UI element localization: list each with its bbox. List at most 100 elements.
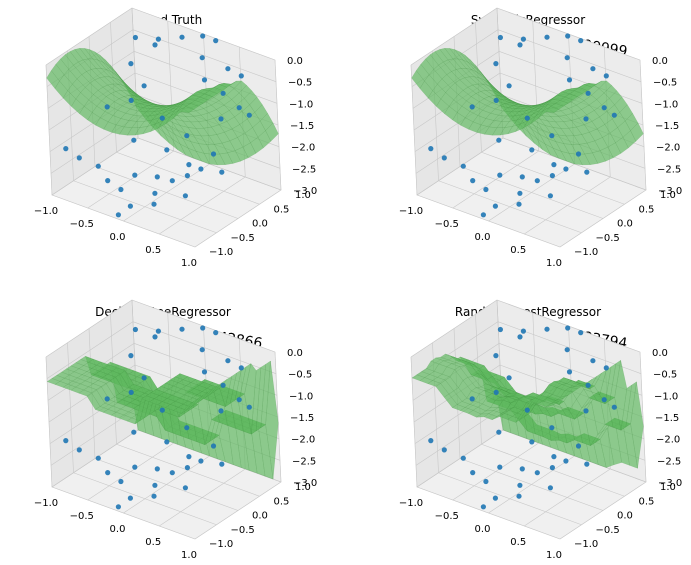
y-tick-label: 1.0 (660, 190, 676, 201)
data-point (480, 212, 486, 218)
grid-line (45, 7, 133, 66)
z-tick-label: 0.0 (287, 348, 303, 359)
data-point (131, 429, 137, 435)
data-point (441, 155, 447, 161)
x-tick-label: 0.5 (510, 537, 526, 548)
x-tick-label: −1.0 (399, 498, 423, 509)
panel-random-forest-regressor: RandomForestRegressor R² = 0.883794 −1.0… (399, 299, 682, 561)
data-point (590, 66, 596, 72)
data-point (611, 112, 617, 118)
data-point (428, 146, 434, 152)
data-point (246, 404, 252, 410)
model-surface (411, 48, 644, 166)
data-point (497, 326, 503, 333)
data-point (169, 178, 175, 184)
data-point (179, 326, 185, 332)
x-tick-label: 1.0 (546, 258, 562, 269)
data-point (104, 396, 110, 402)
y-tick-label: −1.0 (574, 539, 598, 550)
data-point (590, 358, 596, 364)
grid-line (51, 429, 139, 488)
z-tick-label: −2.5 (657, 456, 681, 467)
grid-line (94, 166, 239, 219)
y-tick-label: −1.0 (209, 247, 233, 258)
grid-line (410, 299, 498, 358)
data-point (95, 455, 101, 461)
data-point (186, 162, 192, 168)
data-point (201, 369, 208, 375)
z-tick-label: 0.0 (652, 348, 668, 359)
data-point (169, 470, 175, 476)
y-tick-label: −0.5 (231, 233, 255, 244)
y-tick-label: 0.5 (274, 496, 290, 507)
grid-line (159, 176, 246, 235)
x-tick-label: 0.0 (475, 524, 491, 535)
data-point (578, 38, 584, 44)
x-tick-label: 1.0 (546, 550, 562, 561)
data-point (213, 330, 219, 336)
y-tick-label: −0.5 (231, 525, 255, 536)
x-tick-label: −0.5 (70, 219, 94, 230)
data-point (566, 369, 573, 375)
data-point (469, 396, 475, 402)
data-point (198, 458, 204, 464)
data-point (603, 365, 609, 371)
data-point (184, 173, 190, 179)
data-point (199, 347, 205, 353)
y-tick-label: 0.0 (252, 219, 268, 230)
data-point (151, 493, 157, 499)
data-point (563, 166, 569, 172)
data-point (219, 169, 225, 175)
grid-line (410, 7, 498, 66)
z-tick-label: −1.5 (290, 121, 314, 132)
data-point (238, 73, 244, 79)
data-point (154, 466, 160, 472)
y-tick-label: 1.0 (295, 190, 311, 201)
data-point (493, 353, 499, 359)
grid-line (524, 176, 611, 235)
data-point (506, 83, 512, 89)
data-point (210, 151, 217, 157)
x-tick-label: −1.0 (34, 206, 58, 217)
data-point (516, 201, 522, 207)
data-point (549, 465, 555, 471)
data-point (496, 429, 502, 435)
z-tick-label: −2.0 (656, 435, 680, 446)
data-point (564, 55, 570, 61)
data-point (151, 201, 157, 207)
z-tick-label: −2.5 (657, 164, 681, 175)
data-point (611, 404, 617, 410)
data-point (128, 389, 134, 395)
data-point (565, 33, 571, 39)
data-point (470, 470, 476, 476)
data-point (128, 353, 134, 359)
data-point (563, 458, 569, 464)
panel-decision-tree-regressor: DecisionTreeRegressor R² = 0.842866 −1.0… (34, 299, 317, 561)
data-point (95, 163, 101, 169)
data-point (492, 203, 498, 209)
z-tick-label: −1.0 (654, 391, 678, 402)
data-point (470, 178, 476, 184)
grid-line (194, 189, 282, 248)
x-tick-label: −0.5 (435, 219, 459, 230)
data-point (519, 466, 525, 472)
data-point (585, 382, 591, 388)
z-tick-label: 0.0 (287, 56, 303, 67)
grid-line (524, 468, 611, 527)
model-surface (46, 48, 279, 166)
data-point (236, 105, 242, 111)
z-tick-label: −2.0 (656, 143, 680, 154)
data-point (219, 461, 225, 467)
data-point (601, 105, 607, 111)
data-point (529, 147, 535, 153)
data-point (128, 97, 134, 103)
z-tick-label: −0.5 (288, 370, 312, 381)
z-tick-label: −3.0 (293, 478, 317, 489)
y-tick-label: −0.5 (596, 525, 620, 536)
data-point (583, 408, 589, 414)
training-points (428, 325, 617, 510)
data-point (213, 38, 219, 44)
z-tick-label: −1.5 (655, 121, 679, 132)
data-point (128, 61, 134, 67)
data-point (549, 173, 555, 179)
